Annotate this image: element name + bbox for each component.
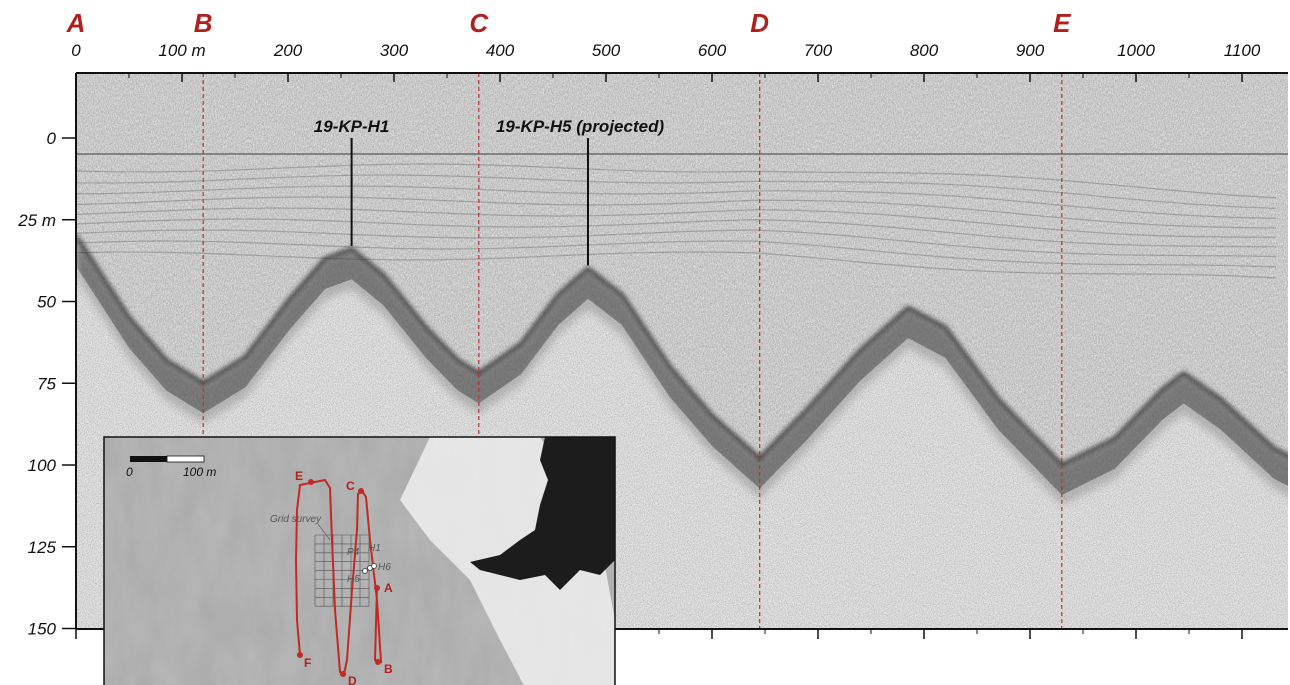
reflector-line [76, 235, 1288, 467]
segment-label-b: B [194, 8, 213, 38]
track-point-a [374, 585, 380, 591]
track-point-e [308, 479, 314, 485]
hole-label-p4: P4 [347, 547, 360, 558]
track-endpoints: A B C D E F [295, 469, 393, 685]
y-tick-label: 150 [28, 620, 57, 639]
x-tick-label: 1100 [1224, 41, 1261, 60]
hole-label-h6: H6 [378, 562, 391, 573]
hole-label-h1: H1 [368, 543, 381, 554]
borehole-label: 19-KP-H5 (projected) [496, 117, 664, 136]
segment-label-a: A [66, 8, 86, 38]
x-tick-label: 200 [273, 41, 303, 60]
track-label-c: C [346, 479, 355, 493]
track-point-f [297, 652, 303, 658]
x-tick-label: 0 [71, 41, 81, 60]
segment-label-d: D [750, 8, 769, 38]
distance-axis: 0 100 m 200 300 400 500 600 700 800 900 1000 1100 [71, 41, 1261, 639]
grid-survey-leader [317, 523, 331, 541]
x-tick-label: 1000 [1117, 41, 1155, 60]
depth-axis: 0 25 m 50 75 100 125 150 [17, 129, 76, 639]
borehole-label: 19-KP-H1 [314, 117, 390, 136]
x-tick-label: 700 [804, 41, 833, 60]
x-tick-label: 600 [698, 41, 727, 60]
scale-start-label: 0 [126, 465, 133, 479]
scale-bar: 0 100 m [126, 455, 216, 479]
x-tick-label: 800 [910, 41, 939, 60]
x-tick-label: 400 [486, 41, 515, 60]
y-tick-label: 75 [37, 374, 56, 393]
track-label-b: B [384, 662, 393, 676]
track-point-b [375, 659, 381, 665]
x-tick-label: 100 m [158, 41, 205, 60]
y-tick-label: 25 m [17, 211, 56, 230]
track-point-c [358, 488, 364, 494]
x-tick-label: 900 [1016, 41, 1045, 60]
boreholes: 19-KP-H1 19-KP-H5 (projected) [314, 117, 664, 266]
hole-label-h5: H5 [347, 574, 360, 585]
segment-label-e: E [1053, 8, 1071, 38]
y-tick-label: 100 [28, 456, 57, 475]
axes: 0 100 m 200 300 400 500 600 700 800 900 1000 1100 0… [17, 8, 1288, 639]
x-tick-label: 300 [380, 41, 409, 60]
y-tick-label: 0 [47, 129, 57, 148]
track-label-e: E [295, 469, 303, 483]
segment-label-c: C [469, 8, 489, 38]
x-tick-label: 500 [592, 41, 621, 60]
track-label-a: A [384, 581, 393, 595]
y-tick-label: 50 [37, 293, 56, 312]
open-water [470, 437, 615, 590]
scale-end-label: 100 m [183, 465, 216, 479]
track-label-f: F [304, 656, 311, 670]
track-label-d: D [348, 674, 357, 685]
inset-boreholes: P4 H1 H6 H5 [347, 543, 391, 585]
grid-survey-area [314, 534, 370, 607]
y-tick-label: 125 [28, 538, 57, 557]
track-point-d [340, 671, 346, 677]
